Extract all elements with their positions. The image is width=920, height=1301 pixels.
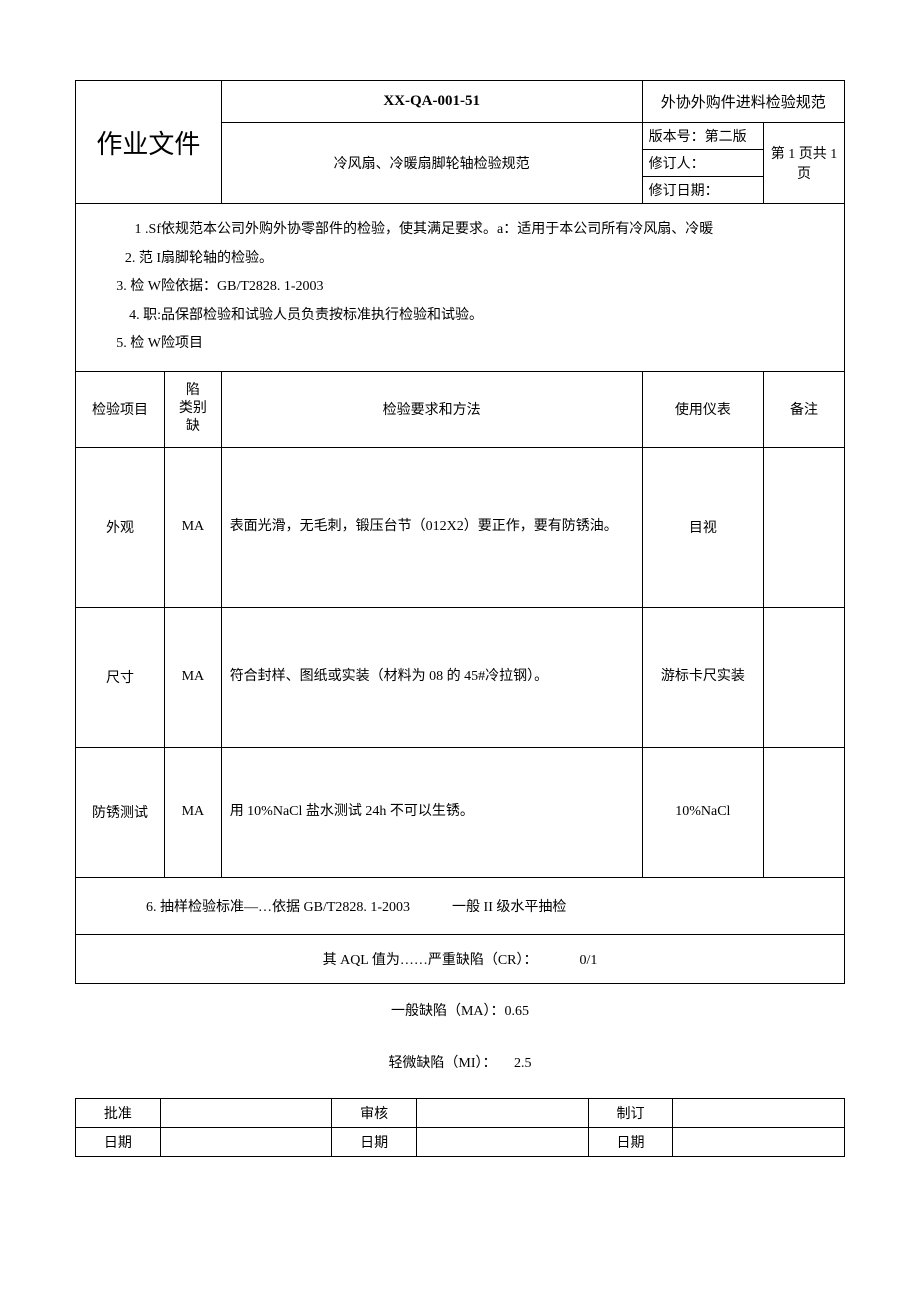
sub-title: 冷风扇、冷暖扇脚轮轴检验规范 xyxy=(221,123,642,204)
review-label: 审核 xyxy=(332,1098,417,1127)
approval-row-2: 日期 日期 日期 xyxy=(76,1127,845,1156)
check-header-instrument: 使用仪表 xyxy=(642,371,763,447)
aql-cr: 其 AQL 值为……严重缺陷（CR）： 0/1 xyxy=(76,934,845,983)
check-method-1: 表面光滑，无毛刺，锻压台节（012X2）要正作，要有防锈油。 xyxy=(221,447,642,607)
check-remark-1 xyxy=(764,447,845,607)
page-info: 第 1 页共 1 页 xyxy=(764,123,845,204)
description-cell: 1 .Sf 依规范本公司外购外协零部件的检验，使其满足要求。a：适用于本公司所有… xyxy=(76,204,845,372)
check-header-category-text: 陷类别缺 xyxy=(169,382,217,437)
aql-ma: 一般缺陷（MA）：0.65 xyxy=(75,984,845,1036)
desc-num-3: 3. 检 W xyxy=(106,273,161,302)
check-header-remark: 备注 xyxy=(764,371,845,447)
description-list: 1 .Sf 依规范本公司外购外协零部件的检验，使其满足要求。a：适用于本公司所有… xyxy=(106,216,834,359)
desc-num-4: 4. 职: xyxy=(106,302,161,331)
review-date-label: 日期 xyxy=(332,1127,417,1156)
approve-value xyxy=(160,1098,332,1127)
check-instrument-2: 游标卡尺实装 xyxy=(642,607,763,747)
check-row-3: 防锈测试 MA 用 10%NaCl 盐水测试 24h 不可以生锈。 10%NaC… xyxy=(76,747,845,877)
check-header-item: 检验项目 xyxy=(76,371,165,447)
sampling-text: 6. 抽样检验标准—…依据 GB/T2828. 1-2003 一般 II 级水平… xyxy=(76,877,845,934)
check-category-3: MA xyxy=(165,747,222,877)
check-item-1: 外观 xyxy=(76,447,165,607)
check-instrument-3: 10%NaCl xyxy=(642,747,763,877)
check-header-row: 检验项目 陷类别缺 检验要求和方法 使用仪表 备注 xyxy=(76,371,845,447)
check-instrument-1: 目视 xyxy=(642,447,763,607)
revise-date-label: 修订日期： xyxy=(643,177,763,204)
main-document-table: 作业文件 XX-QA-001-51 外协外购件进料检验规范 冷风扇、冷暖扇脚轮轴… xyxy=(75,80,845,984)
version-label: 版本号：第二版 xyxy=(643,123,763,150)
approval-row-1: 批准 审核 制订 xyxy=(76,1098,845,1127)
desc-text-2: 扇脚轮轴的检验。 xyxy=(161,245,834,274)
review-date-value xyxy=(416,1127,588,1156)
approval-table: 批准 审核 制订 日期 日期 日期 xyxy=(75,1098,845,1157)
prepare-label: 制订 xyxy=(588,1098,673,1127)
check-header-category: 陷类别缺 xyxy=(165,371,222,447)
header-row-1: 作业文件 XX-QA-001-51 外协外购件进料检验规范 xyxy=(76,81,845,123)
prepare-date-label: 日期 xyxy=(588,1127,673,1156)
meta-container: 版本号：第二版 修订人： 修订日期： xyxy=(642,123,763,204)
approve-date-label: 日期 xyxy=(76,1127,161,1156)
desc-num-2: 2. 范 I xyxy=(106,245,161,274)
desc-num-5: 5. 检 W xyxy=(106,330,161,359)
description-row: 1 .Sf 依规范本公司外购外协零部件的检验，使其满足要求。a：适用于本公司所有… xyxy=(76,204,845,372)
desc-text-1: 依规范本公司外购外协零部件的检验，使其满足要求。a：适用于本公司所有冷风扇、冷暖 xyxy=(161,216,834,245)
reviser-label: 修订人： xyxy=(643,150,763,177)
check-category-2: MA xyxy=(165,607,222,747)
check-item-2: 尺寸 xyxy=(76,607,165,747)
prepare-date-value xyxy=(673,1127,845,1156)
approve-label: 批准 xyxy=(76,1098,161,1127)
check-header-method: 检验要求和方法 xyxy=(221,371,642,447)
aql-mi: 轻微缺陷（MI）： 2.5 xyxy=(75,1036,845,1088)
check-remark-3 xyxy=(764,747,845,877)
main-title: 作业文件 xyxy=(76,81,222,204)
approve-date-value xyxy=(160,1127,332,1156)
check-row-2: 尺寸 MA 符合封样、图纸或实装（材料为 08 的 45#冷拉钢）。 游标卡尺实… xyxy=(76,607,845,747)
check-row-1: 外观 MA 表面光滑，无毛刺，锻压台节（012X2）要正作，要有防锈油。 目视 xyxy=(76,447,845,607)
desc-text-3: 险依据：GB/T2828. 1-2003 xyxy=(161,273,834,302)
desc-text-4: 品保部检验和试验人员负责按标准执行检验和试验。 xyxy=(161,302,834,331)
check-category-1: MA xyxy=(165,447,222,607)
review-value xyxy=(416,1098,588,1127)
doc-code: XX-QA-001-51 xyxy=(221,81,642,123)
desc-text-5: 险项目 xyxy=(161,330,834,359)
aql-cr-row: 其 AQL 值为……严重缺陷（CR）： 0/1 xyxy=(76,934,845,983)
prepare-value xyxy=(673,1098,845,1127)
sampling-row: 6. 抽样检验标准—…依据 GB/T2828. 1-2003 一般 II 级水平… xyxy=(76,877,845,934)
check-method-3: 用 10%NaCl 盐水测试 24h 不可以生锈。 xyxy=(221,747,642,877)
check-item-3: 防锈测试 xyxy=(76,747,165,877)
check-method-2: 符合封样、图纸或实装（材料为 08 的 45#冷拉钢）。 xyxy=(221,607,642,747)
desc-num-1: 1 .Sf xyxy=(106,216,161,245)
doc-title: 外协外购件进料检验规范 xyxy=(642,81,844,123)
check-remark-2 xyxy=(764,607,845,747)
